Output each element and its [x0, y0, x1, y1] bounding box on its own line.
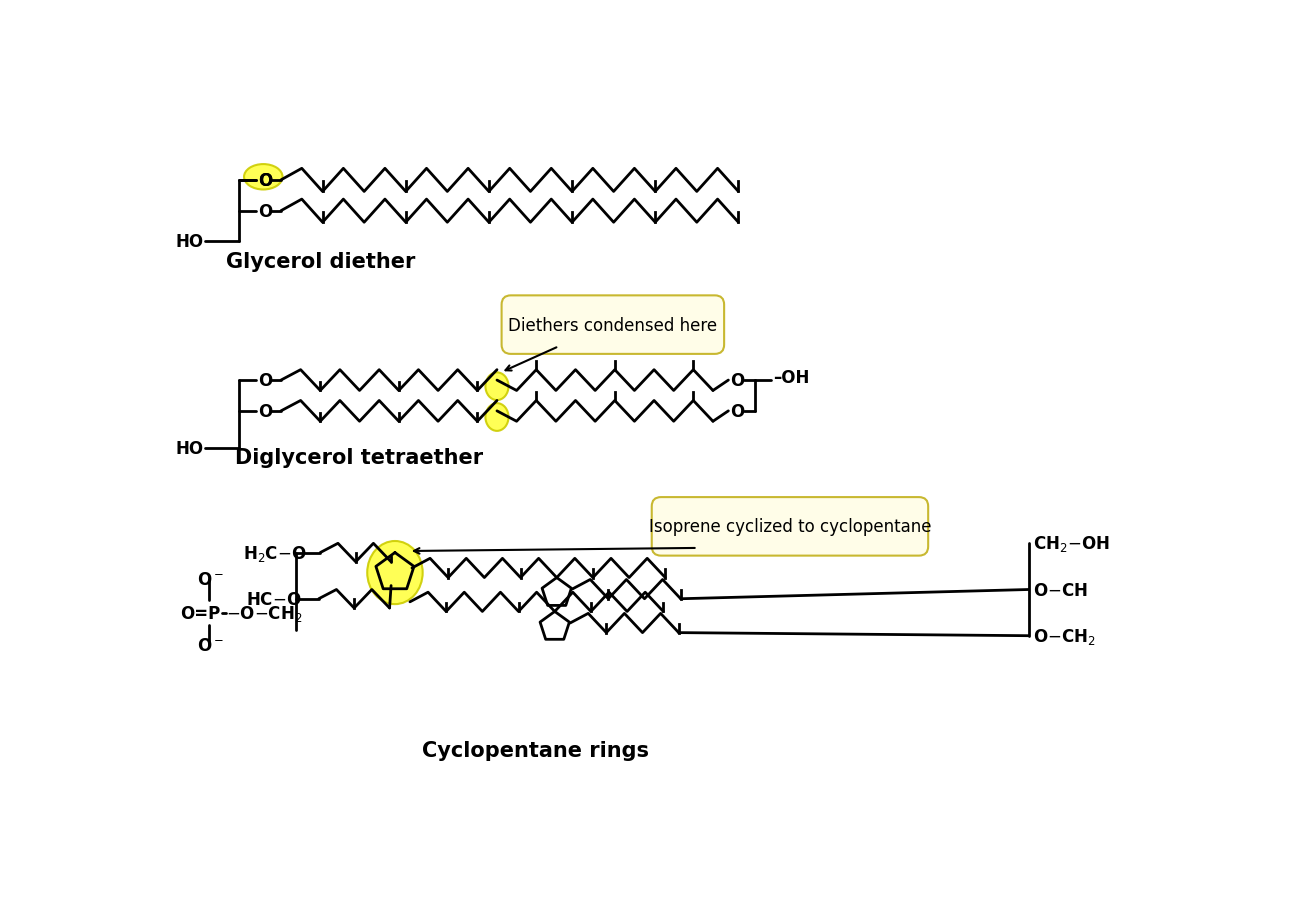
Text: O=P: O=P — [180, 604, 220, 622]
FancyBboxPatch shape — [652, 498, 928, 556]
FancyBboxPatch shape — [502, 296, 724, 355]
Text: HC$-$O: HC$-$O — [246, 590, 301, 608]
Text: Glycerol diether: Glycerol diether — [226, 251, 415, 272]
Text: HO: HO — [175, 233, 203, 251]
Text: O: O — [258, 172, 273, 190]
Text: Diglycerol tetraether: Diglycerol tetraether — [235, 448, 482, 468]
Text: H$_2$C$-$O: H$_2$C$-$O — [244, 543, 306, 563]
Text: O: O — [258, 202, 273, 220]
Text: O: O — [730, 403, 745, 421]
Ellipse shape — [485, 404, 509, 432]
Text: $-$O$-$CH$_2$: $-$O$-$CH$_2$ — [227, 603, 303, 623]
Text: CH$_2$$-$OH: CH$_2$$-$OH — [1033, 534, 1110, 554]
Text: O$^-$: O$^-$ — [197, 637, 224, 654]
Text: O: O — [258, 403, 273, 421]
Text: Diethers condensed here: Diethers condensed here — [509, 316, 717, 334]
Text: O$-$CH$_2$: O$-$CH$_2$ — [1033, 626, 1095, 646]
Text: HO: HO — [175, 440, 203, 457]
Ellipse shape — [244, 165, 283, 191]
Text: Isoprene cyclized to cyclopentane: Isoprene cyclized to cyclopentane — [648, 517, 931, 535]
Text: O$^-$: O$^-$ — [197, 570, 224, 588]
Text: Cyclopentane rings: Cyclopentane rings — [422, 740, 649, 759]
Ellipse shape — [485, 373, 509, 401]
Text: O$-$CH: O$-$CH — [1033, 581, 1088, 599]
Text: O: O — [258, 372, 273, 389]
Text: O: O — [258, 172, 273, 190]
Text: O: O — [730, 372, 745, 389]
Text: –OH: –OH — [773, 368, 810, 386]
Ellipse shape — [368, 542, 422, 604]
